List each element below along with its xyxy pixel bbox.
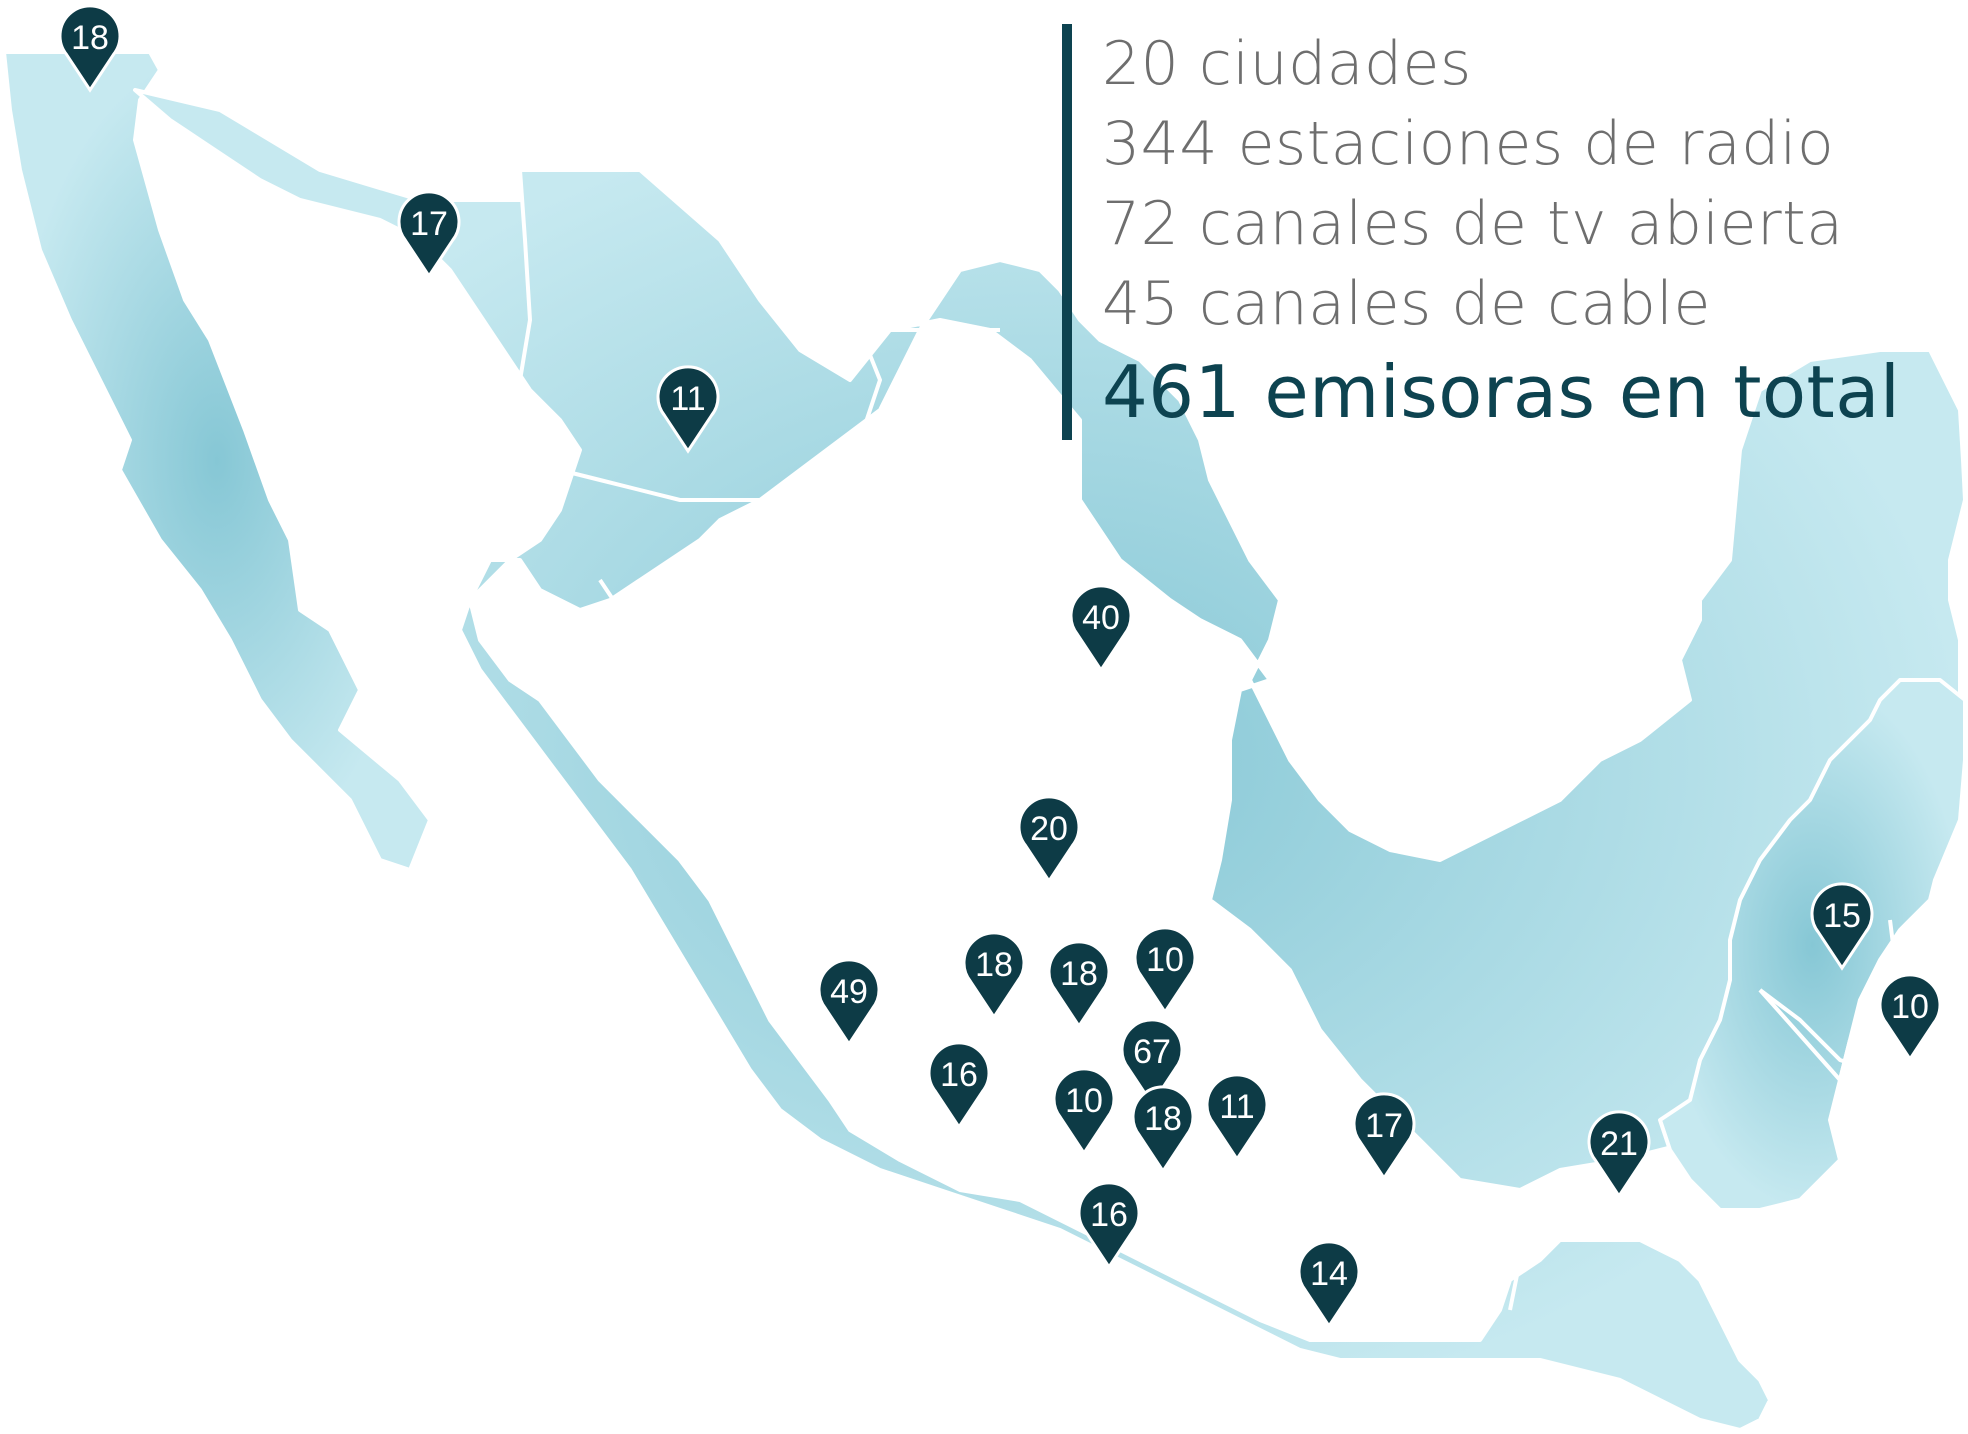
map-pin-oaxaca[interactable]: 14	[1297, 1240, 1361, 1329]
map-pin-marker	[817, 958, 881, 1047]
yucatan-region	[1658, 678, 1967, 1212]
map-pin-label: 11	[1219, 1088, 1254, 1126]
map-pin-label: 10	[1146, 941, 1184, 979]
map-pin-label: 18	[975, 946, 1013, 984]
map-pin-label: 40	[1082, 599, 1120, 637]
stat-cable: 45 canales de cable	[1102, 269, 1711, 339]
map-pin-label: 17	[410, 205, 448, 243]
map-pin-acapulco[interactable]: 16	[1077, 1181, 1141, 1270]
map-pin-marker	[1352, 1092, 1416, 1181]
map-pin-marker	[1810, 882, 1874, 971]
map-pin-hermosillo[interactable]: 17	[397, 190, 461, 279]
stats-panel: 20 ciudades 344 estaciones de radio 72 c…	[1062, 24, 1968, 440]
map-pin-marker	[58, 4, 122, 93]
map-pin-marker	[1587, 1110, 1651, 1199]
map-pin-label: 67	[1133, 1033, 1171, 1071]
map-pin-marker	[962, 931, 1026, 1020]
map-pin-marker	[1205, 1073, 1269, 1162]
map-pin-monterrey[interactable]: 40	[1069, 584, 1133, 673]
map-pin-marker	[656, 365, 720, 454]
map-pin-label: 18	[71, 19, 109, 57]
baja-california-region	[2, 50, 432, 872]
map-pin-ciudad-de-mexico[interactable]: 67	[1120, 1018, 1184, 1107]
map-pin-marker	[1077, 1181, 1141, 1270]
map-pin-villahermosa[interactable]: 21	[1587, 1110, 1651, 1199]
map-pin-label: 15	[1823, 897, 1861, 935]
map-pin-cuernavaca[interactable]: 18	[1131, 1085, 1195, 1174]
map-pin-pachuca[interactable]: 10	[1133, 926, 1197, 1015]
map-pin-leon[interactable]: 18	[962, 931, 1026, 1020]
pins-layer: 18 17 11 40 20 49 18 18 10 16 67 10 18 11 17 16 14 21 15 10	[58, 4, 1942, 1329]
map-pin-merida[interactable]: 15	[1810, 882, 1874, 971]
map-pin-puebla[interactable]: 11	[1205, 1073, 1269, 1162]
map-pin-marker	[1878, 973, 1942, 1062]
map-pin-marker	[397, 190, 461, 279]
map-pin-cancun[interactable]: 10	[1878, 973, 1942, 1062]
map-pin-label: 18	[1144, 1100, 1182, 1138]
map-pin-marker	[1069, 584, 1133, 673]
map-pin-veracruz[interactable]: 17	[1352, 1092, 1416, 1181]
map-pin-label: 14	[1310, 1255, 1348, 1293]
map-pin-marker	[1131, 1085, 1195, 1174]
map-pin-chihuahua[interactable]: 11	[656, 365, 720, 454]
stat-radio: 344 estaciones de radio	[1102, 109, 1835, 179]
map-pin-label: 10	[1065, 1082, 1103, 1120]
map-pin-marker	[1133, 926, 1197, 1015]
map-pin-guadalajara[interactable]: 49	[817, 958, 881, 1047]
stat-tv: 72 canales de tv abierta	[1102, 189, 1844, 259]
map-pin-toluca[interactable]: 10	[1052, 1067, 1116, 1156]
map-pin-marker	[1017, 795, 1081, 884]
map-pin-queretaro[interactable]: 18	[1047, 940, 1111, 1029]
map-pin-marker	[1047, 940, 1111, 1029]
map-pin-marker	[1052, 1067, 1116, 1156]
map-pin-label: 18	[1060, 955, 1098, 993]
map-pin-label: 21	[1600, 1125, 1638, 1163]
map-pin-label: 10	[1891, 988, 1929, 1026]
map-pin-san-luis-potosi[interactable]: 20	[1017, 795, 1081, 884]
map-pin-label: 16	[1090, 1196, 1128, 1234]
map-pin-label: 11	[670, 380, 705, 418]
map-pin-label: 20	[1030, 810, 1068, 848]
map-pin-label: 49	[830, 973, 868, 1011]
map-pin-marker	[1297, 1240, 1361, 1329]
map-pin-tijuana[interactable]: 18	[58, 4, 122, 93]
map-pin-label: 16	[940, 1056, 978, 1094]
map-pin-label: 17	[1365, 1107, 1403, 1145]
stat-cities: 20 ciudades	[1102, 29, 1472, 99]
map-pin-marker	[927, 1041, 991, 1130]
stat-total: 461 emisoras en total	[1102, 350, 1901, 434]
map-pin-marker	[1120, 1018, 1184, 1107]
map-pin-morelia[interactable]: 16	[927, 1041, 991, 1130]
